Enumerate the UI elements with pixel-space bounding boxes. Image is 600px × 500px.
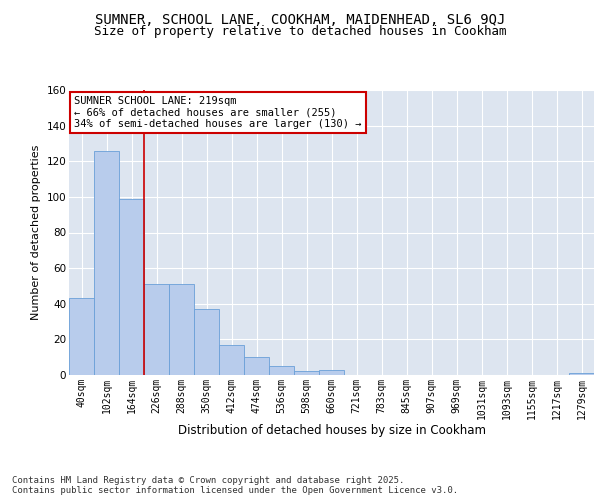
Bar: [169, 284, 194, 375]
Bar: [144, 284, 169, 375]
Text: SUMNER SCHOOL LANE: 219sqm
← 66% of detached houses are smaller (255)
34% of sem: SUMNER SCHOOL LANE: 219sqm ← 66% of deta…: [74, 96, 362, 129]
Text: Size of property relative to detached houses in Cookham: Size of property relative to detached ho…: [94, 25, 506, 38]
X-axis label: Distribution of detached houses by size in Cookham: Distribution of detached houses by size …: [178, 424, 485, 438]
Bar: [219, 344, 244, 375]
Bar: [69, 298, 94, 375]
Bar: [194, 309, 219, 375]
Bar: [119, 198, 144, 375]
Bar: [244, 357, 269, 375]
Bar: [569, 373, 594, 375]
Text: SUMNER, SCHOOL LANE, COOKHAM, MAIDENHEAD, SL6 9QJ: SUMNER, SCHOOL LANE, COOKHAM, MAIDENHEAD…: [95, 12, 505, 26]
Y-axis label: Number of detached properties: Number of detached properties: [31, 145, 41, 320]
Text: Contains HM Land Registry data © Crown copyright and database right 2025.
Contai: Contains HM Land Registry data © Crown c…: [12, 476, 458, 495]
Bar: [294, 372, 319, 375]
Bar: [94, 150, 119, 375]
Bar: [319, 370, 344, 375]
Bar: [269, 366, 294, 375]
